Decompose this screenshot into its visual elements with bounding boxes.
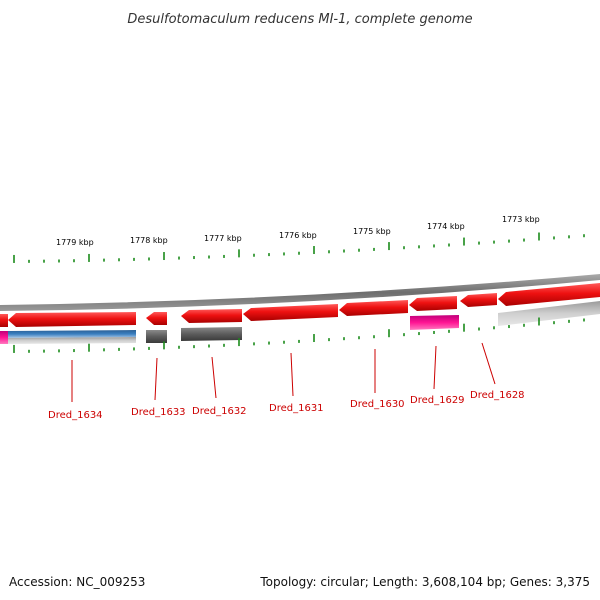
leader-line-dred-1633 [154, 357, 158, 401]
gene-arrow-dred-1629 [409, 296, 457, 311]
genome-summary-text: Topology: circular; Length: 3,608,104 bp… [259, 575, 590, 589]
track-block-blue [8, 330, 136, 338]
kbp-label-1777: 1777 kbp [204, 234, 242, 243]
kbp-label-1778: 1778 kbp [130, 236, 168, 245]
kbp-label-1774: 1774 kbp [427, 222, 465, 231]
forward-strand-track [0, 283, 600, 327]
kbp-label-1773: 1773 kbp [502, 215, 540, 224]
leader-line-dred-1632 [211, 356, 217, 399]
leader-line-dred-1628 [481, 342, 496, 385]
gene-leader-lines [71, 342, 496, 402]
track-block-magenta-left [0, 331, 8, 344]
gene-label-dred-1633: Dred_1633 [131, 407, 186, 418]
gene-arrow-dred-1628 [460, 293, 497, 307]
inner-tick-ring [13, 317, 585, 353]
gene-label-dred-1628: Dred_1628 [470, 390, 525, 401]
gene-label-dred-1629: Dred_1629 [410, 395, 465, 406]
gene-arrow-dred-1634 [8, 312, 136, 327]
leader-line-dred-1629 [433, 345, 437, 390]
gene-arrow-right-edge [498, 283, 600, 306]
track-block-light-left [8, 337, 136, 344]
kbp-label-1776: 1776 kbp [279, 231, 317, 240]
kbp-label-1779: 1779 kbp [56, 238, 94, 247]
gene-label-dred-1632: Dred_1632 [192, 406, 247, 417]
track-block-magenta-1629 [410, 315, 459, 330]
outer-tick-ring [13, 232, 585, 263]
secondary-track [0, 301, 600, 344]
gene-arrow-dred-1631 [243, 304, 338, 321]
kbp-label-1775: 1775 kbp [353, 227, 391, 236]
gene-arrow-dred-1633 [146, 312, 167, 325]
genome-backbone [0, 274, 600, 311]
track-block-dark-1632 [181, 327, 242, 341]
gene-arrow-left-edge [0, 314, 8, 327]
track-block-light-right [498, 301, 600, 326]
track-block-dark-1633 [146, 330, 167, 343]
gene-label-dred-1630: Dred_1630 [350, 399, 405, 410]
accession-text: Accession: NC_009253 [9, 575, 145, 589]
gene-label-dred-1631: Dred_1631 [269, 403, 324, 414]
leader-line-dred-1631 [290, 352, 294, 397]
gene-arrow-dred-1632 [181, 309, 242, 323]
gene-arrow-dred-1630 [339, 300, 408, 316]
map-title: Desulfotomaculum reducens MI-1, complete… [127, 12, 472, 27]
gene-label-dred-1634: Dred_1634 [48, 410, 103, 421]
